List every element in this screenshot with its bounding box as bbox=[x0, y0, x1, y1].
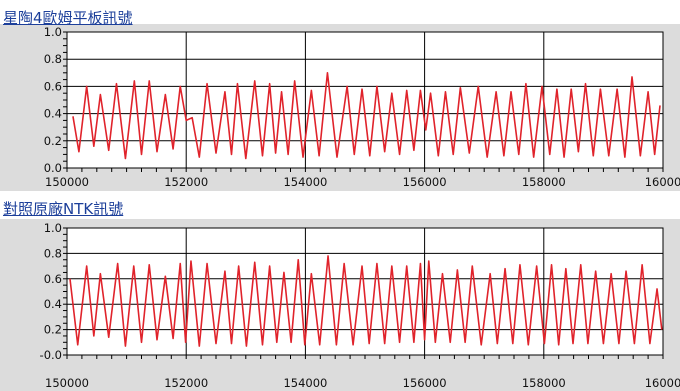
y-tick-label-bottom: 0.4 bbox=[44, 297, 62, 311]
y-tick-label-top: 0.6 bbox=[44, 79, 62, 93]
x-tick-label-top: 152000 bbox=[164, 175, 208, 189]
series-line-bottom bbox=[69, 255, 663, 347]
y-tick-label-bottom: 0.2 bbox=[44, 323, 62, 337]
y-tick-label-bottom: 1.0 bbox=[44, 221, 62, 235]
plot-frame-top bbox=[66, 31, 664, 169]
y-tick-label-top: 1.0 bbox=[44, 25, 62, 39]
plot-top: 0.0 0.2 0.4 0.6 0.8 1.0 150000 152000 154000 1560… bbox=[44, 25, 680, 189]
y-tick-label-top: 0.2 bbox=[44, 134, 62, 148]
chart-title-top: 星陶4歐姆平板訊號 bbox=[3, 9, 133, 27]
x-tick-label-top: 156000 bbox=[403, 175, 447, 189]
x-tick-label-top: 16000 bbox=[645, 175, 680, 189]
x-tick-label-top: 158000 bbox=[522, 175, 566, 189]
y-tick-label-top: 0.0 bbox=[44, 161, 62, 175]
x-tick-label-bottom: 154000 bbox=[283, 376, 327, 390]
y-tick-label-bottom: 0.6 bbox=[44, 272, 62, 286]
x-tick-label-bottom: 150000 bbox=[45, 376, 89, 390]
x-tick-label-bottom: 152000 bbox=[164, 376, 208, 390]
x-tick-label-top: 150000 bbox=[45, 175, 89, 189]
x-tick-label-bottom: 158000 bbox=[522, 376, 566, 390]
plot-bottom: -0.0 0.2 0.4 0.6 0.8 1.0 150000 152000 154000 156… bbox=[40, 221, 680, 390]
x-tick-label-bottom: 156000 bbox=[403, 376, 447, 390]
plot-frame-bottom bbox=[66, 227, 664, 356]
y-tick-label-bottom: -0.0 bbox=[40, 348, 62, 362]
y-tick-label-top: 0.4 bbox=[44, 107, 62, 121]
series-line-top bbox=[72, 72, 661, 160]
chart-title-bottom: 對照原廠NTK訊號 bbox=[3, 200, 124, 218]
x-tick-label-top: 154000 bbox=[283, 175, 327, 189]
y-tick-label-bottom: 0.8 bbox=[44, 246, 62, 260]
y-tick-label-top: 0.8 bbox=[44, 52, 62, 66]
x-tick-label-bottom: 16000 bbox=[645, 376, 680, 390]
